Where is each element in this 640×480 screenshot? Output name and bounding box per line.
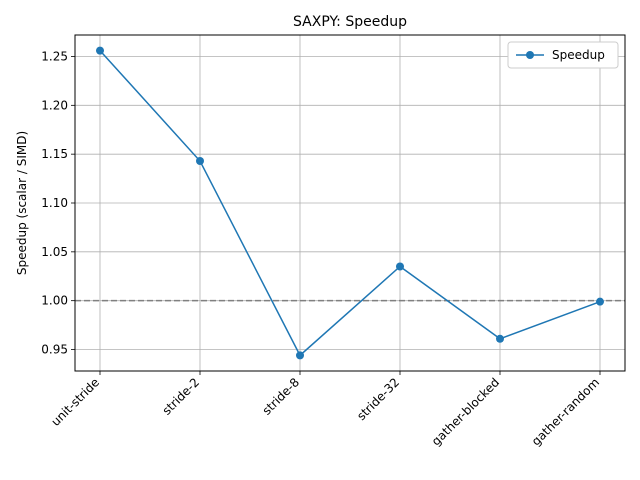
y-tick-label: 1.20 [41, 98, 68, 112]
x-tick-label: stride-32 [354, 375, 402, 423]
data-point [296, 351, 304, 360]
x-axis: unit-stride stride-2 stride-8 stride-32 gath… [49, 371, 602, 449]
y-tick-label: 1.25 [41, 49, 68, 63]
x-tick-label: unit-stride [49, 375, 103, 429]
chart-title: SAXPY: Speedup [293, 14, 407, 30]
legend-label: Speedup [552, 48, 605, 62]
y-axis: 0.95 1.00 1.05 1.10 1.15 1.20 1.25 [41, 49, 75, 357]
legend-box [507, 41, 619, 69]
data-point [396, 262, 404, 271]
y-tick-label: 1.00 [41, 294, 68, 308]
data-point [96, 46, 104, 55]
legend-marker [526, 51, 534, 59]
x-tick-label: stride-8 [260, 375, 303, 418]
y-tick-label: 1.15 [41, 147, 68, 161]
series-group [96, 46, 604, 360]
x-tick-label: gather-blocked [429, 375, 502, 448]
y-tick-label: 1.10 [41, 196, 68, 210]
x-tick-label: stride-2 [160, 375, 203, 418]
series-line [99, 50, 601, 357]
data-point [196, 157, 204, 165]
data-point [496, 334, 504, 343]
y-axis-label: Speedup (scalar / SIMD) [15, 131, 29, 275]
data-point [596, 297, 604, 306]
y-tick-label: 0.95 [41, 343, 68, 357]
legend: Speedup [507, 41, 619, 69]
x-tick-label: gather-random [529, 375, 602, 448]
grid-lines [75, 35, 625, 371]
y-tick-label: 1.05 [41, 245, 68, 259]
